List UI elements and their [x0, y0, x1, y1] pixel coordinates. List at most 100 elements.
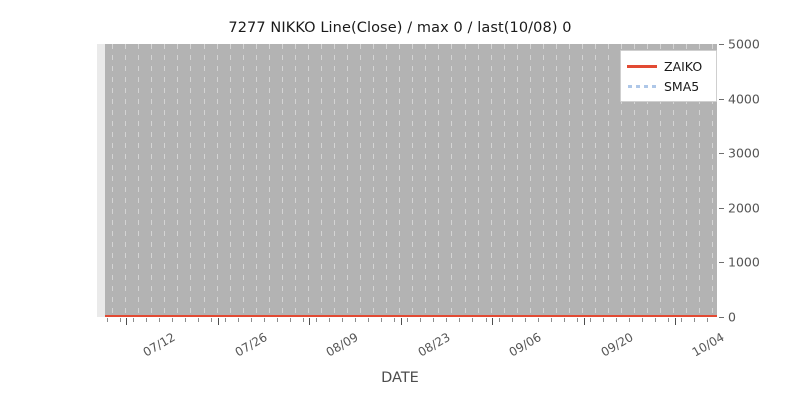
- gridline-vertical: [320, 44, 322, 317]
- gridline-vertical: [490, 44, 492, 317]
- x-tick-minor: [576, 318, 578, 322]
- gridline-vertical: [477, 44, 479, 317]
- gridline-vertical: [203, 44, 205, 317]
- legend-item-sma5[interactable]: SMA5: [627, 76, 710, 96]
- gridline-vertical: [281, 44, 283, 317]
- y-tick-mark: [719, 262, 724, 264]
- x-tick-minor: [511, 318, 513, 322]
- gridline-vertical: [516, 44, 518, 317]
- x-tick-minor: [381, 318, 383, 322]
- x-tick-minor: [498, 318, 500, 322]
- x-tick-minor: [550, 318, 552, 322]
- gridline-vertical: [555, 44, 557, 317]
- x-tick-label: 10/04: [689, 330, 727, 360]
- gridline-vertical: [647, 44, 649, 317]
- x-tick-major: [583, 318, 585, 325]
- gridline-vertical: [334, 44, 336, 317]
- x-tick-label: 08/23: [415, 330, 453, 360]
- y-axis-title: IPPAN ZAIKO (volume): [60, 0, 84, 44]
- gridline-vertical: [712, 44, 714, 317]
- y-tick-label: 1000: [728, 254, 760, 270]
- legend-swatch-dotted-line-icon: [627, 81, 657, 91]
- legend-label-zaiko: ZAIKO: [664, 58, 703, 74]
- x-tick-major: [126, 318, 128, 325]
- x-tick-label: 07/26: [232, 330, 270, 360]
- x-tick-minor: [589, 318, 591, 322]
- x-tick-minor: [694, 318, 696, 322]
- x-tick-label: 09/06: [506, 330, 544, 360]
- legend-swatch-solid-line-icon: [627, 61, 657, 71]
- x-tick-minor: [107, 318, 108, 322]
- x-tick-minor: [276, 318, 278, 322]
- series-line-zaiko: [105, 315, 717, 317]
- gridline-vertical: [373, 44, 375, 317]
- x-axis-title: DATE: [381, 370, 419, 386]
- x-tick-minor: [446, 318, 448, 322]
- vertical-gridlines: [105, 44, 717, 317]
- y-tick-label: 3000: [728, 145, 760, 161]
- legend-item-zaiko[interactable]: ZAIKO: [627, 56, 710, 76]
- gridline-vertical: [216, 44, 218, 317]
- gridline-vertical: [699, 44, 701, 317]
- x-tick-minor: [563, 318, 565, 322]
- x-tick-minor: [537, 318, 539, 322]
- x-tick-label: 07/12: [140, 330, 178, 360]
- gridline-vertical: [634, 44, 636, 317]
- gridline-vertical: [503, 44, 505, 317]
- y-tick-label: 4000: [728, 91, 760, 107]
- x-tick-major: [217, 318, 219, 325]
- gridline-vertical: [581, 44, 583, 317]
- chart-title: 7277 NIKKO Line(Close) / max 0 / last(10…: [228, 20, 572, 36]
- x-tick-minor: [289, 318, 291, 322]
- x-tick-major: [492, 318, 494, 325]
- gridline-vertical: [568, 44, 570, 317]
- x-tick-minor: [668, 318, 670, 322]
- gridline-vertical: [412, 44, 414, 317]
- gridline-vertical: [268, 44, 270, 317]
- gridline-vertical: [464, 44, 466, 317]
- gridline-vertical: [425, 44, 427, 317]
- x-tick-minor: [120, 318, 121, 322]
- y-tick-mark: [719, 207, 724, 209]
- y-tick-label: 2000: [728, 200, 760, 216]
- x-tick-minor: [472, 318, 474, 322]
- x-tick-label: 08/09: [323, 330, 361, 360]
- x-tick-major: [400, 318, 402, 325]
- gridline-vertical: [229, 44, 231, 317]
- gridline-vertical: [621, 44, 623, 317]
- x-tick-minor: [707, 318, 709, 322]
- x-tick-minor: [681, 318, 683, 322]
- plot-left-margin-strip: [97, 44, 105, 317]
- x-tick-label: 09/20: [598, 330, 636, 360]
- x-tick-minor: [615, 318, 617, 322]
- gridline-vertical: [307, 44, 309, 317]
- gridline-vertical: [686, 44, 688, 317]
- x-tick-minor: [302, 318, 304, 322]
- chart-legend[interactable]: ZAIKO SMA5: [620, 50, 717, 102]
- x-tick-minor: [407, 318, 409, 322]
- gridline-vertical: [138, 44, 140, 317]
- gridline-vertical: [660, 44, 662, 317]
- gridline-vertical: [438, 44, 440, 317]
- y-tick-mark: [719, 44, 724, 45]
- gridline-vertical: [112, 44, 114, 317]
- x-tick-minor: [341, 318, 343, 322]
- x-tick-minor: [133, 318, 135, 322]
- x-tick-minor: [355, 318, 356, 322]
- y-tick-mark: [719, 153, 724, 155]
- gridline-vertical: [386, 44, 388, 317]
- x-tick-minor: [328, 318, 330, 322]
- gridline-vertical: [347, 44, 349, 317]
- x-tick-minor: [250, 318, 252, 322]
- x-tick-minor: [642, 318, 643, 322]
- x-tick-minor: [459, 318, 461, 322]
- y-tick-mark: [719, 317, 724, 318]
- gridline-vertical: [360, 44, 362, 317]
- x-tick-minor: [368, 318, 369, 322]
- x-tick-minor: [420, 318, 422, 322]
- gridline-vertical: [399, 44, 401, 317]
- y-tick-label: 5000: [728, 36, 760, 52]
